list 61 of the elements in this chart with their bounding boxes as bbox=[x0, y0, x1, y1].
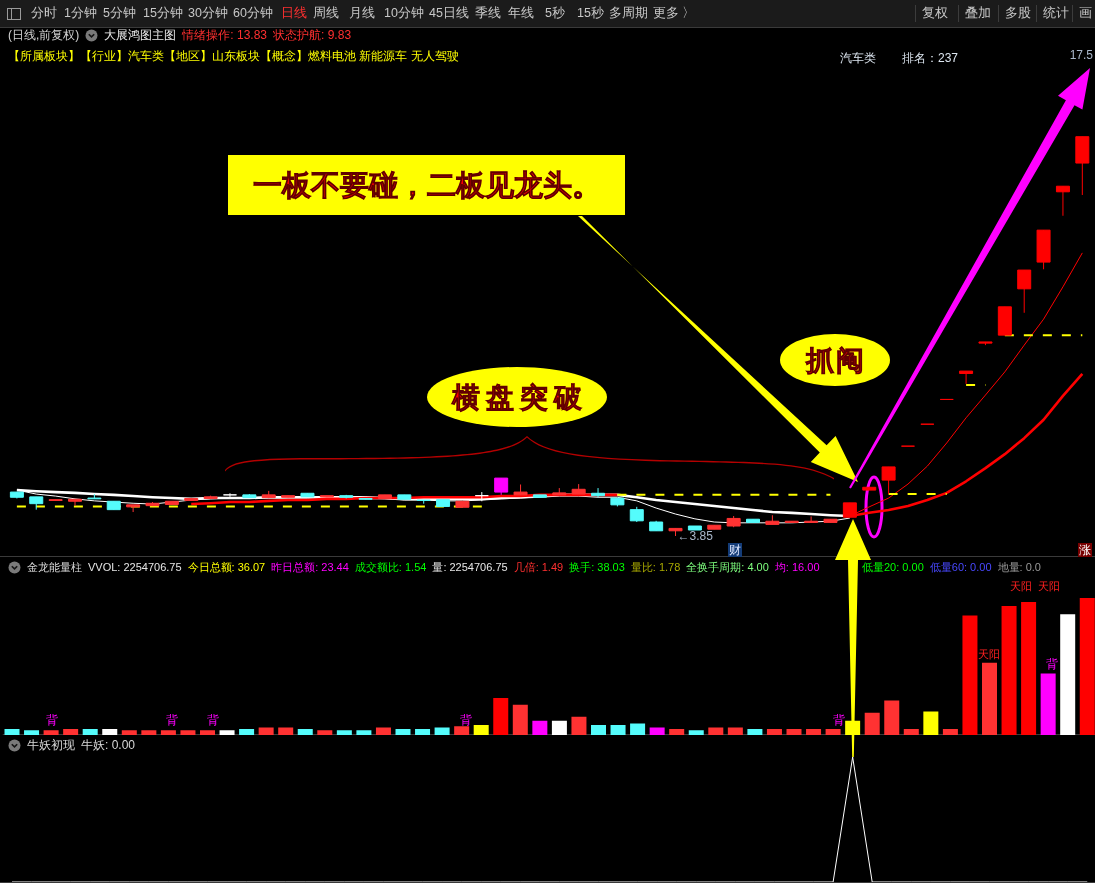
text: 量比: 1.78 bbox=[630, 560, 681, 574]
annotation: 天阳 bbox=[977, 648, 1000, 660]
text: 成交额比: 1.54 bbox=[354, 560, 427, 574]
text: 多周期 bbox=[609, 5, 648, 22]
text: 涨 bbox=[1078, 543, 1092, 557]
text: 1分钟 bbox=[64, 5, 97, 22]
text: 【所属板块】【行业】汽车类【地区】山东板块【概念】燃料电池 新能源车 无人驾驶 bbox=[8, 49, 459, 63]
text: 排名：237 bbox=[902, 51, 959, 65]
text: 复权 bbox=[915, 5, 948, 22]
text: 年线 bbox=[508, 5, 534, 22]
annotation: ←3.85 bbox=[677, 529, 714, 543]
annotation: 背 bbox=[1046, 657, 1059, 671]
chart-title: 金龙能量柱 bbox=[27, 560, 82, 574]
text: 画 bbox=[1072, 5, 1092, 22]
text: 低量60: 0.00 bbox=[929, 560, 992, 574]
text: 天阳 bbox=[1037, 580, 1060, 592]
text: 量: 2254706.75 bbox=[432, 560, 508, 574]
text: 10分钟 bbox=[384, 5, 424, 22]
text: 分时 bbox=[31, 5, 57, 22]
annotation: 背 bbox=[459, 713, 472, 727]
text: 统计 bbox=[1036, 5, 1069, 22]
text: 周线 bbox=[313, 5, 339, 22]
text: 月线 bbox=[349, 5, 375, 22]
text: 牛妖: 0.00 bbox=[81, 738, 136, 752]
text: 季线 bbox=[475, 5, 501, 22]
text: 5分钟 bbox=[103, 5, 136, 22]
text: 低量20: 0.00 bbox=[862, 560, 924, 574]
chart-subtitle: 大展鸿图主图 bbox=[104, 28, 177, 42]
text: 叠加 bbox=[958, 5, 991, 22]
text: 汽车类 bbox=[840, 51, 876, 65]
text: 财 bbox=[728, 543, 742, 557]
annotation: 背 bbox=[46, 713, 59, 727]
text: 更多 〉 bbox=[653, 5, 696, 22]
text: 情绪操作: 13.83 bbox=[182, 28, 268, 42]
text: 45日线 bbox=[429, 5, 469, 22]
text: 均: 16.00 bbox=[774, 560, 820, 574]
text: 60分钟 bbox=[233, 5, 273, 22]
chart-title: (日线,前复权) bbox=[8, 28, 80, 42]
text: 30分钟 bbox=[188, 5, 228, 22]
text: 今日总额: 36.07 bbox=[187, 560, 266, 574]
text: 昨日总额: 23.44 bbox=[271, 560, 349, 574]
text: 几倍: 1.49 bbox=[513, 560, 564, 574]
text: 换手: 38.03 bbox=[569, 560, 625, 574]
text: 天阳 bbox=[1009, 580, 1032, 592]
text: 15分钟 bbox=[143, 5, 183, 22]
annotation: 背 bbox=[166, 713, 179, 727]
text: 17.5 bbox=[1069, 48, 1093, 62]
text: 5秒 bbox=[545, 5, 565, 22]
annotation: 抓阄 bbox=[805, 344, 866, 376]
text: 日线 bbox=[281, 5, 307, 22]
chart-title: 牛妖初现 bbox=[27, 738, 75, 752]
annotation: 背 bbox=[207, 713, 220, 727]
text: VVOL: 2254706.75 bbox=[88, 560, 182, 574]
text: 多股 bbox=[998, 5, 1031, 22]
text: 状态护航: 9.83 bbox=[273, 28, 352, 42]
annotation: 背 bbox=[832, 713, 845, 727]
annotation: 横盘突破 bbox=[451, 381, 588, 413]
text: 地量: 0.0 bbox=[997, 560, 1041, 574]
annotation: 一板不要碰，二板见龙头。 bbox=[252, 169, 601, 201]
text: 15秒 bbox=[577, 5, 604, 22]
text: 全换手周期: 4.00 bbox=[686, 560, 769, 574]
